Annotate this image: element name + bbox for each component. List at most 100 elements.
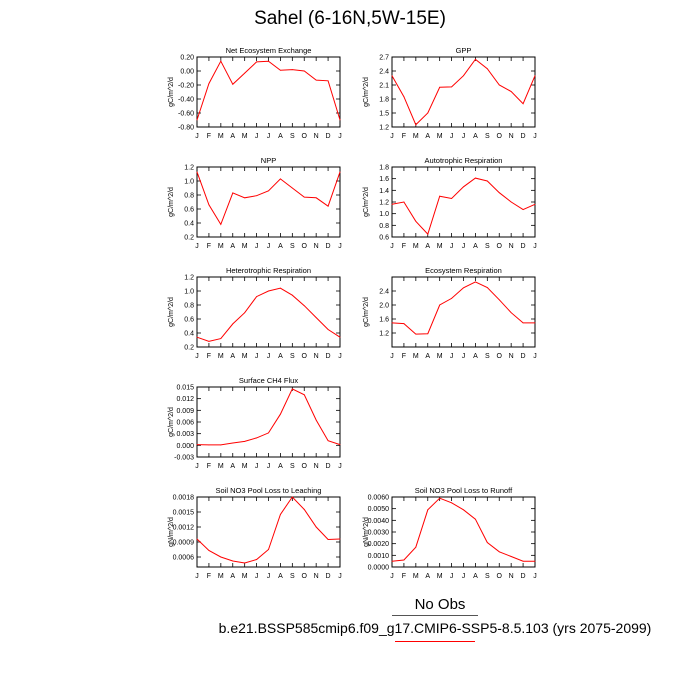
x-tick-label: F [207,353,211,360]
data-point [232,442,234,444]
data-point [280,69,281,71]
data-point [415,333,417,335]
x-tick-label: N [509,353,514,360]
y-tick-label: 0.0015 [173,510,195,517]
x-tick-label: M [437,353,443,360]
data-point [486,287,488,288]
x-tick-label: J [338,243,342,250]
data-point [391,322,393,324]
data-point [439,304,441,306]
data-point [220,60,222,62]
data-point [339,444,341,445]
data-point [196,336,198,338]
x-tick-label: O [497,353,503,360]
x-tick-label: J [450,133,454,140]
data-point [303,70,305,72]
data-point [486,180,488,182]
y-axis-label: gC/m^2/d [168,77,175,107]
y-tick-label: 0.4 [184,221,194,228]
panel-title: GPP [456,46,472,55]
x-tick-label: J [390,133,394,140]
panel-title: NPP [261,156,276,165]
y-tick-label: -0.80 [178,125,194,132]
data-point [244,441,246,442]
x-tick-label: J [338,573,342,580]
y-tick-label: 0.000 [176,443,194,450]
y-tick-label: 0.0012 [173,525,195,532]
x-tick-label: O [302,243,308,250]
data-point [486,68,488,70]
panel-title: Heterotrophic Respiration [226,266,311,275]
x-tick-label: N [314,573,319,580]
data-point [403,559,405,561]
x-tick-label: D [521,243,526,250]
x-tick-label: A [473,133,478,140]
x-tick-label: J [195,243,199,250]
x-tick-label: J [338,463,342,470]
data-point [196,444,198,445]
data-point [232,323,234,325]
x-tick-label: J [533,353,537,360]
series-line [196,171,341,226]
x-tick-label: M [437,243,443,250]
y-tick-label: 0.006 [176,420,194,427]
data-point [403,323,405,324]
series-line [196,496,341,564]
x-tick-label: M [242,573,248,580]
data-point [403,96,405,98]
y-tick-label: 2.7 [379,55,389,62]
x-tick-label: D [326,243,331,250]
y-axis-label: gC/m^2/d [168,187,175,217]
panel-4: Autotrophic Respiration gC/m^2/d 1.8 1.6 1.4… [363,156,537,250]
data-point [439,497,441,499]
panel-title: Autotrophic Respiration [425,156,503,165]
y-tick-label: 1.5 [379,111,389,118]
x-tick-label: A [473,573,478,580]
x-tick-label: S [290,243,295,250]
legend-obs-line [392,615,478,616]
data-point [244,197,246,199]
y-axis-label: gN/m^2/d [168,517,175,547]
data-point [315,317,317,318]
data-point [327,205,329,207]
y-tick-label: 1.4 [379,188,389,195]
data-point [315,526,317,528]
x-tick-label: A [278,133,283,140]
data-point [268,60,269,62]
data-point [220,444,222,446]
y-tick-label: 0.0018 [173,495,195,502]
panel-1: Net Ecosystem Exchange gC/m^2/d 0.20 0.00 -0… [168,46,342,140]
data-point [291,496,293,498]
y-tick-label: 0.0006 [173,555,195,562]
data-point [510,556,512,557]
x-tick-label: O [302,353,308,360]
x-tick-label: F [207,243,211,250]
x-tick-label: J [255,353,259,360]
data-point [256,61,257,63]
x-tick-label: M [413,573,419,580]
data-point [256,437,257,439]
y-axis-label: gN/m^2/d [363,517,370,547]
panel-title: Net Ecosystem Exchange [226,46,312,55]
data-point [208,444,210,446]
data-point [196,171,198,173]
data-point [327,329,329,330]
data-point [510,201,512,203]
y-tick-label: 0.003 [176,431,194,438]
data-point [303,305,305,307]
x-tick-label: O [302,463,308,470]
data-point [427,509,429,511]
y-tick-label: 0.6 [379,235,389,242]
x-tick-label: J [450,573,454,580]
y-axis-label: gC/m^2/d [168,407,175,437]
x-tick-label: O [302,573,308,580]
x-tick-label: O [497,243,503,250]
data-point [522,103,524,105]
x-tick-label: O [497,133,503,140]
data-point [327,440,329,442]
x-tick-label: N [509,573,514,580]
data-point [498,299,500,301]
panel-title: Soil NO3 Pool Loss to Leaching [216,486,322,495]
data-point [303,394,305,396]
data-point [244,72,246,74]
